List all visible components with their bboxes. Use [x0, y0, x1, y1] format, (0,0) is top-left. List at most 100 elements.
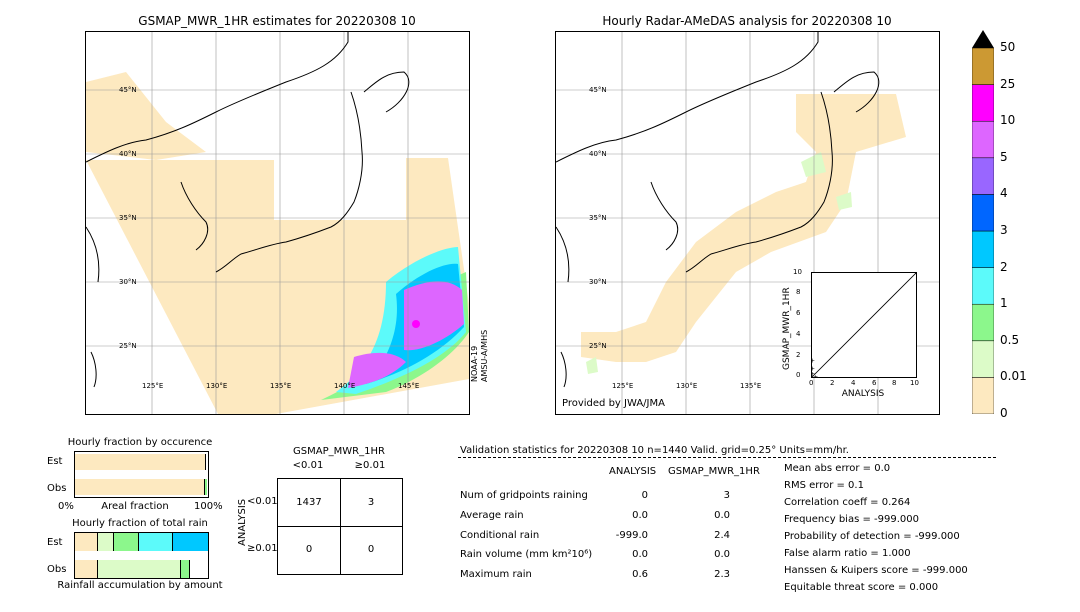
scatter-y-tick-4: 4 — [796, 330, 801, 338]
contingency-row2: ≥0.01 — [247, 543, 278, 554]
left-lon-140: 140°E — [334, 382, 356, 390]
occurrence-obs-label: Obs — [47, 483, 67, 494]
total-est-seg-3 — [114, 533, 139, 551]
scatter-y-tick-10: 10 — [793, 268, 802, 276]
contingency-title: GSMAP_MWR_1HR — [293, 446, 385, 457]
validation-col-gsmap: GSMAP_MWR_1HR — [668, 466, 760, 477]
right-lon-135: 135°E — [740, 382, 762, 390]
total-est-seg-5 — [173, 533, 208, 551]
score-6: False alarm ratio = 1.000 — [784, 548, 911, 559]
analysis-light-rain-2 — [836, 192, 852, 210]
right-lat-30: 30°N — [589, 278, 607, 286]
colorbar-segment — [971, 194, 995, 232]
left-map: 45°N 40°N 35°N 30°N 25°N 125°E 130°E 135… — [85, 31, 470, 415]
scatter-point: + — [812, 371, 815, 377]
right-coastlines — [556, 32, 880, 388]
colorbar-label: 2 — [1000, 259, 1008, 274]
left-map-title: GSMAP_MWR_1HR estimates for 20220308 10 — [138, 14, 416, 28]
colorbar-segment — [971, 120, 995, 159]
contingency-cell-2: 3 — [367, 497, 375, 508]
colorbar-label: 0.01 — [1000, 369, 1027, 384]
score-4: Frequency bias = -999.000 — [784, 514, 919, 525]
contingency-col2: ≥0.01 — [354, 460, 386, 471]
scatter-plot: ++++ — [811, 272, 917, 378]
score-2: RMS error = 0.1 — [784, 480, 864, 491]
colorbar-label: 1 — [1000, 296, 1008, 311]
stat-row-label-3: Conditional rain — [460, 530, 540, 541]
score-1: Mean abs error = 0.0 — [784, 463, 891, 474]
scatter-canvas: ++++ — [812, 273, 916, 377]
total-est-seg-1 — [75, 533, 98, 551]
stat-row-gsmap-5: 2.3 — [714, 569, 730, 580]
stat-row-analysis-1: 0 — [641, 490, 648, 501]
occurrence-title: Hourly fraction by occurence — [67, 437, 213, 448]
scatter-point: + — [813, 374, 818, 377]
total-est-seg-2 — [98, 533, 114, 551]
occurrence-est-label: Est — [47, 456, 63, 467]
scatter-point: + — [812, 366, 815, 373]
scatter-diagonal — [812, 273, 916, 377]
scatter-x-tick-8: 8 — [892, 379, 897, 387]
right-map-canvas — [556, 32, 939, 414]
stat-row-label-1: Num of gridpoints raining — [460, 490, 588, 501]
score-7: Hanssen & Kuipers score = -999.000 — [784, 565, 968, 576]
stat-row-analysis-2: 0.0 — [632, 510, 648, 521]
satellite-note-2: AMSU-A/MHS — [480, 329, 489, 382]
occurrence-obs-bar — [75, 479, 205, 495]
validation-col-analysis: ANALYSIS — [609, 466, 657, 477]
right-lat-45: 45°N — [589, 86, 607, 94]
left-coastlines — [86, 32, 410, 388]
left-lat-35: 35°N — [119, 214, 137, 222]
colorbar-segment — [971, 303, 995, 342]
occurrence-axis-mid: Areal fraction — [101, 501, 169, 512]
colorbar-label: 4 — [1000, 186, 1008, 201]
left-lon-135: 135°E — [270, 382, 292, 390]
scatter-y-tick-0: 0 — [796, 371, 801, 379]
colorbar-segment — [971, 47, 995, 85]
colorbar-segment — [971, 267, 995, 305]
total-rain-chart — [74, 532, 209, 579]
colorbar-label: 3 — [1000, 223, 1008, 237]
stat-row-label-5: Maximum rain — [460, 569, 532, 580]
contingency-row1: <0.01 — [247, 496, 278, 507]
scatter-y-tick-6: 6 — [796, 309, 801, 317]
left-gridlines — [86, 32, 469, 414]
colorbar-segment — [971, 84, 995, 122]
colorbar-label: 0 — [1000, 406, 1008, 420]
stat-row-label-2: Average rain — [460, 510, 524, 521]
contingency-cell-1: 1437 — [296, 497, 322, 508]
colorbar — [971, 30, 995, 415]
colorbar-segment — [971, 230, 995, 268]
right-lat-40: 40°N — [589, 150, 607, 158]
left-lon-130: 130°E — [206, 382, 228, 390]
total-obs-seg-2 — [98, 560, 181, 578]
left-lat-30: 30°N — [119, 278, 137, 286]
colorbar-extend-arrow — [972, 30, 994, 48]
right-map-title: Hourly Radar-AMeDAS analysis for 2022030… — [602, 14, 892, 28]
right-lon-125: 125°E — [612, 382, 634, 390]
scatter-y-tick-2: 2 — [796, 351, 801, 359]
left-lat-40: 40°N — [119, 150, 137, 158]
scatter-x-tick-10: 10 — [910, 379, 919, 387]
scatter-x-tick-0: 0 — [809, 379, 814, 387]
score-3: Correlation coeff = 0.264 — [784, 497, 911, 508]
right-lon-130: 130°E — [676, 382, 698, 390]
left-lon-125: 125°E — [142, 382, 164, 390]
left-lat-45: 45°N — [119, 86, 137, 94]
colorbar-segment — [971, 340, 995, 378]
stat-row-analysis-3: -999.0 — [615, 530, 648, 541]
contingency-cell-4: 0 — [367, 544, 375, 555]
scatter-x-tick-4: 4 — [851, 379, 856, 387]
contingency-col1: <0.01 — [292, 460, 324, 471]
swath-coverage-north — [86, 72, 206, 160]
validation-divider — [458, 457, 996, 458]
scatter-xlabel: ANALYSIS — [841, 389, 885, 399]
rain-core-2 — [348, 352, 406, 388]
score-5: Probability of detection = -999.000 — [784, 531, 960, 542]
total-rain-obs-label: Obs — [47, 564, 67, 575]
right-lat-35: 35°N — [589, 214, 607, 222]
colorbar-label: 50 — [1000, 40, 1016, 54]
rain-core — [404, 281, 464, 351]
occurrence-chart — [74, 451, 209, 498]
scatter-ylabel: GSMAP_MWR_1HR — [782, 287, 792, 370]
